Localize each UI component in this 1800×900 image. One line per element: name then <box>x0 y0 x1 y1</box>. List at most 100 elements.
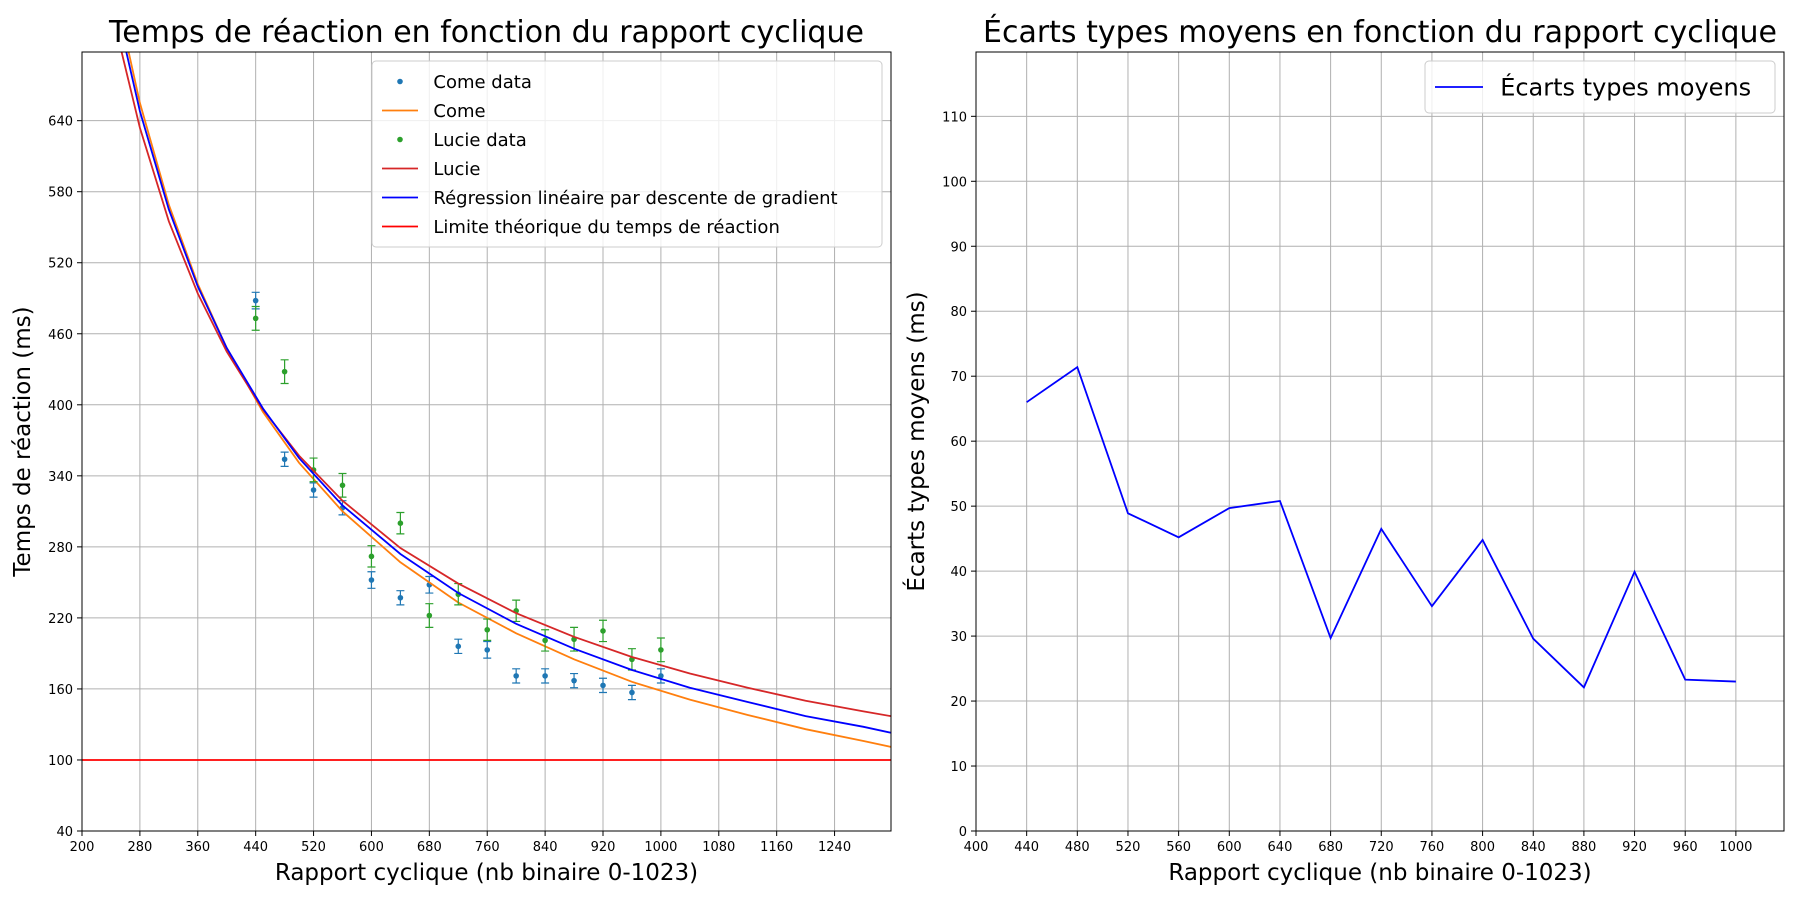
legend-marker <box>397 136 403 143</box>
line <box>1026 365 1736 689</box>
x-tick-label: 520 <box>301 840 326 855</box>
x-tick-label: 840 <box>533 840 558 855</box>
line <box>125 52 891 734</box>
legend-label: Come data <box>433 72 531 93</box>
x-tick-label: 680 <box>1318 840 1343 855</box>
legend-label: Écarts types moyens <box>1500 73 1751 102</box>
subplot: Temps de réaction en fonction du rapport… <box>10 15 892 886</box>
x-axis-label: Rapport cyclique (nb binaire 0-1023) <box>275 860 698 886</box>
x-tick-label: 560 <box>1166 840 1191 855</box>
y-axis-label: Écarts types moyens (ms) <box>902 291 930 591</box>
chart-title: Temps de réaction en fonction du rapport… <box>108 15 864 50</box>
x-tick-label: 920 <box>1622 840 1647 855</box>
axes-frame <box>975 51 1785 832</box>
x-tick-label: 640 <box>1268 840 1293 855</box>
y-axis-label: Temps de réaction (ms) <box>10 306 36 577</box>
axes-frame <box>81 51 892 832</box>
y-tick-label: 580 <box>48 186 73 201</box>
x-tick-label: 760 <box>475 840 500 855</box>
data-point <box>600 682 606 689</box>
x-tick-label: 1240 <box>818 840 851 855</box>
x-tick-label: 1160 <box>760 840 793 855</box>
x-tick-label: 840 <box>1521 840 1546 855</box>
x-tick-label: 480 <box>1065 840 1090 855</box>
y-tick-label: 0 <box>959 825 967 840</box>
x-tick-label: 440 <box>1014 840 1039 855</box>
data-point <box>281 456 288 463</box>
legend-box <box>371 60 883 248</box>
y-tick-label: 40 <box>950 565 967 580</box>
x-tick-label: 920 <box>591 840 616 855</box>
x-tick-label: 880 <box>1571 840 1596 855</box>
y-tick-label: 220 <box>48 612 73 627</box>
x-tick-label: 400 <box>964 840 989 855</box>
data-point <box>252 315 259 322</box>
y-tick-label: 10 <box>950 760 967 775</box>
x-axis-label: Rapport cyclique (nb binaire 0-1023) <box>1168 860 1591 886</box>
y-tick-label: 520 <box>48 257 73 272</box>
data-point <box>658 673 664 679</box>
plot-area <box>82 52 891 761</box>
x-tick-label: 600 <box>359 840 384 855</box>
chart-title: Écarts types moyens en fonction du rappo… <box>983 14 1777 50</box>
x-tick-label: 760 <box>1420 840 1445 855</box>
x-tick-label: 440 <box>243 840 268 855</box>
x-tick-label: 1080 <box>702 840 735 855</box>
x-tick-label: 680 <box>417 840 442 855</box>
x-tick-label: 720 <box>1369 840 1394 855</box>
data-point <box>310 487 317 493</box>
y-tick-label: 60 <box>950 435 967 450</box>
legend-label: Lucie data <box>433 130 526 151</box>
y-tick-label: 280 <box>48 541 73 556</box>
data-point <box>368 577 375 583</box>
x-tick-label: 200 <box>70 840 95 855</box>
legend-label: Come <box>433 101 485 122</box>
data-point <box>658 647 664 653</box>
data-point <box>426 612 433 619</box>
data-point <box>513 673 519 679</box>
data-point <box>397 594 404 601</box>
y-tick-label: 40 <box>56 825 73 840</box>
subplot: Écarts types moyens en fonction du rappo… <box>902 14 1785 886</box>
data-point <box>339 482 346 489</box>
y-tick-label: 20 <box>950 695 967 710</box>
line <box>127 52 891 748</box>
data-point <box>397 520 404 526</box>
data-point <box>484 647 491 653</box>
y-tick-label: 400 <box>48 399 73 414</box>
x-tick-label: 1000 <box>1719 840 1752 855</box>
legend-label: Régression linéaire par descente de grad… <box>433 188 837 209</box>
y-tick-label: 110 <box>942 110 967 125</box>
y-tick-label: 30 <box>950 630 967 645</box>
plot-area <box>1026 365 1736 689</box>
y-tick-label: 50 <box>950 500 967 515</box>
data-point <box>629 689 635 696</box>
data-point <box>542 637 548 644</box>
legend: Écarts types moyens <box>1424 60 1776 114</box>
y-tick-label: 340 <box>48 470 73 485</box>
legend-marker <box>397 78 403 85</box>
y-tick-label: 460 <box>48 328 73 343</box>
legend-label: Limite théorique du temps de réaction <box>433 217 779 238</box>
x-tick-label: 960 <box>1673 840 1698 855</box>
data-point <box>542 673 548 679</box>
y-tick-label: 70 <box>950 370 967 385</box>
data-point <box>368 553 375 560</box>
x-tick-label: 800 <box>1470 840 1495 855</box>
x-tick-label: 600 <box>1217 840 1242 855</box>
x-tick-label: 520 <box>1116 840 1141 855</box>
data-point <box>484 626 491 633</box>
y-tick-label: 100 <box>942 175 967 190</box>
legend-label: Lucie <box>433 159 480 180</box>
data-point <box>455 643 462 650</box>
y-tick-label: 90 <box>950 240 967 255</box>
y-tick-label: 100 <box>48 754 73 769</box>
data-point <box>281 368 288 375</box>
y-tick-label: 80 <box>950 305 967 320</box>
y-tick-label: 160 <box>48 683 73 698</box>
x-tick-label: 360 <box>185 840 210 855</box>
legend-box <box>1424 60 1776 114</box>
data-point <box>600 628 606 634</box>
